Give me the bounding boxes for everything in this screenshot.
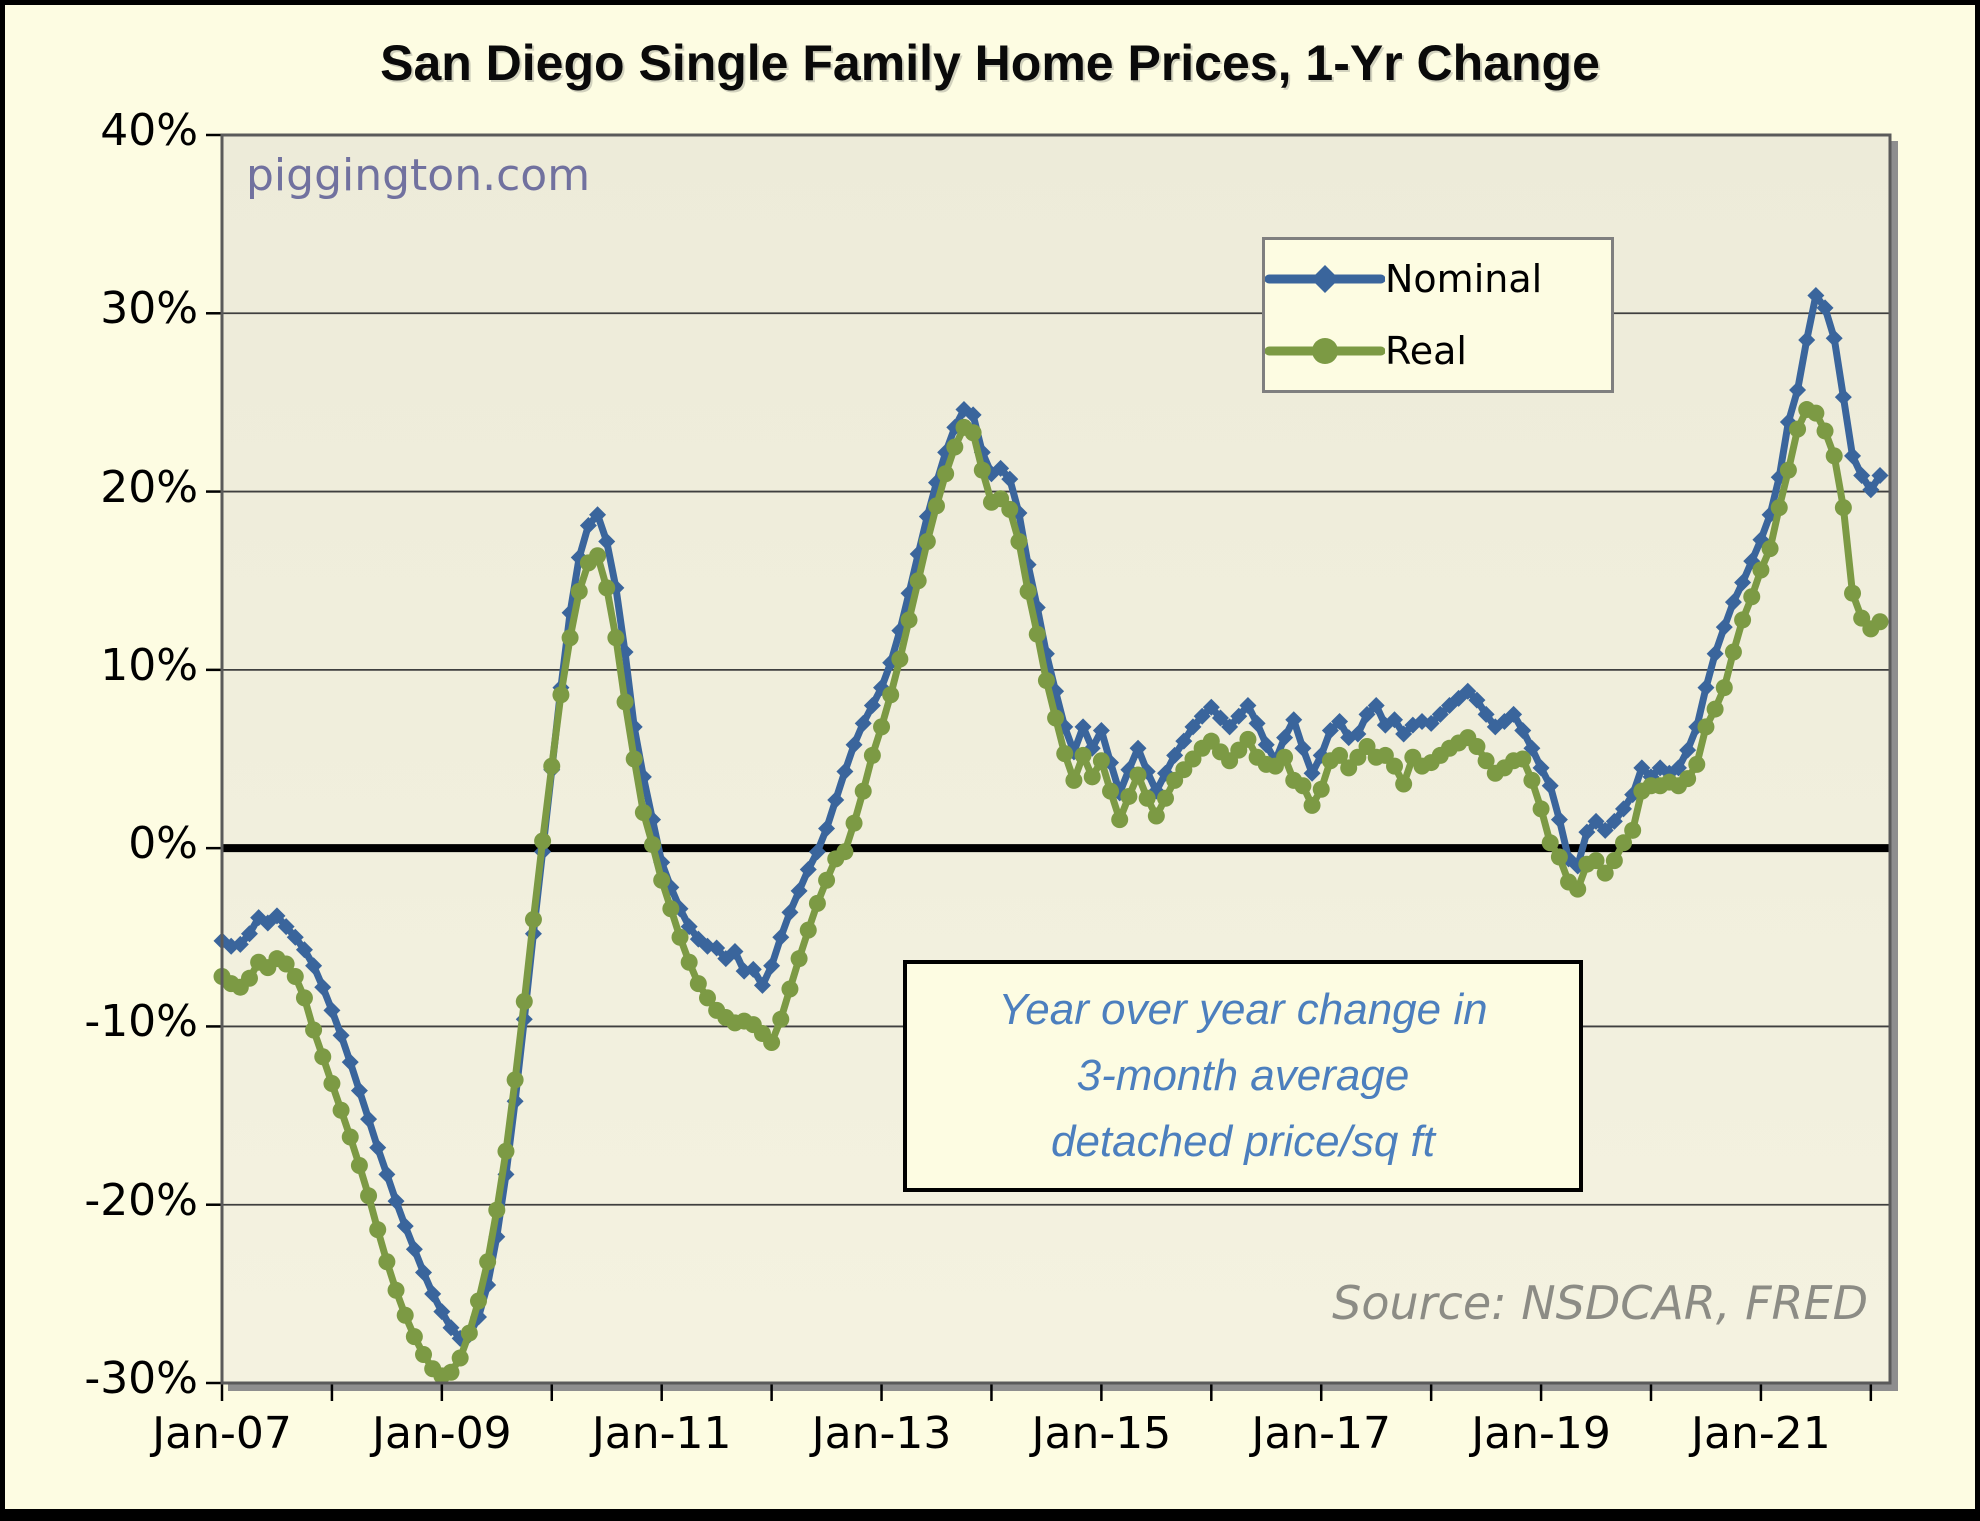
y-axis-label: 20% xyxy=(100,461,198,513)
source-note: Source: NSDCAR, FRED xyxy=(1332,1276,1868,1330)
legend: Nominal Real xyxy=(1262,237,1614,393)
x-axis-label: Jan-21 xyxy=(1691,1408,1831,1459)
y-axis-label: 0% xyxy=(128,818,198,870)
y-axis-label: -30% xyxy=(84,1353,198,1404)
x-axis-label: Jan-15 xyxy=(1031,1408,1172,1459)
y-axis-label: 30% xyxy=(100,283,198,335)
page-title: San Diego Single Family Home Prices, 1-Y… xyxy=(380,35,1600,91)
x-axis-label: Jan-09 xyxy=(371,1408,512,1459)
x-axis-label: Jan-17 xyxy=(1251,1408,1392,1459)
y-axis-label: -20% xyxy=(84,1174,198,1226)
circle-marker-swatch xyxy=(1265,337,1385,364)
x-axis-label: Jan-13 xyxy=(811,1408,952,1459)
x-axis-label: Jan-07 xyxy=(152,1408,292,1459)
legend-item-real: Real xyxy=(1265,319,1611,383)
x-axis-label: Jan-11 xyxy=(591,1408,732,1459)
annotation-line: 3-month average xyxy=(1076,1051,1410,1100)
diamond-marker-swatch xyxy=(1265,265,1385,294)
legend-label: Real xyxy=(1385,328,1467,373)
legend-item-nominal: Nominal xyxy=(1265,247,1611,311)
annotation-box: Year over year change in 3-month average d… xyxy=(903,960,1583,1192)
annotation-line: Year over year change in xyxy=(998,985,1488,1034)
y-axis-label: 40% xyxy=(100,105,198,156)
watermark: piggington.com xyxy=(246,150,591,201)
y-axis-label: 10% xyxy=(100,639,198,691)
legend-label: Nominal xyxy=(1385,257,1543,302)
y-axis-label: -10% xyxy=(84,996,198,1048)
annotation-line: detached price/sq ft xyxy=(1050,1117,1435,1166)
x-axis-label: Jan-19 xyxy=(1471,1408,1611,1459)
